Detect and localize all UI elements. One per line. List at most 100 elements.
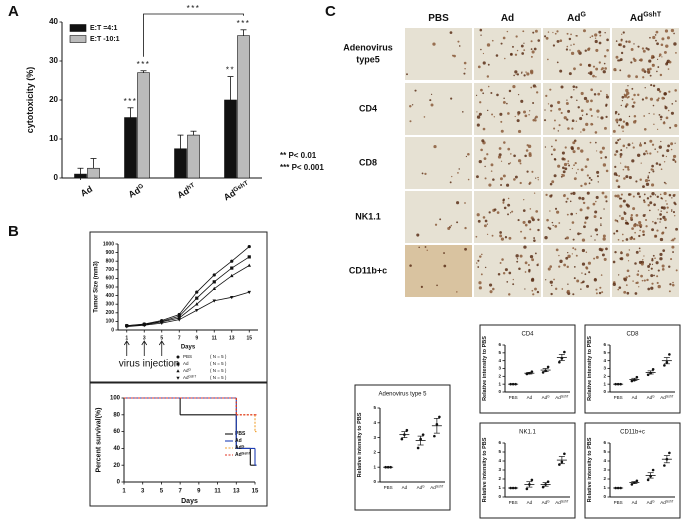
stained-cell (659, 115, 663, 119)
stained-cell (551, 221, 554, 224)
x-tick-label-base: PBS (614, 395, 623, 400)
stained-cell (655, 30, 659, 34)
x-tick-label: Ad (632, 395, 638, 400)
stained-cell (508, 271, 512, 275)
y-tick-label: 2 (373, 450, 376, 455)
stained-cell (482, 92, 485, 95)
stained-cell (432, 42, 436, 46)
stained-cell (529, 255, 534, 259)
stained-cell (489, 283, 493, 287)
data-point (230, 259, 234, 263)
stained-cell (643, 152, 646, 156)
stained-cell (666, 206, 669, 209)
data-point (177, 318, 182, 322)
stained-cell (577, 168, 579, 171)
stained-cell (477, 65, 481, 69)
stained-cell (567, 251, 569, 254)
stained-cell (464, 226, 467, 230)
legend-label-sup: G (189, 367, 192, 371)
stained-cell (670, 258, 673, 261)
stained-cell (567, 283, 569, 285)
stained-cell (671, 197, 673, 199)
stained-cell (580, 149, 584, 153)
stained-cell (480, 89, 482, 91)
stained-cell (566, 118, 569, 121)
stained-cell (625, 238, 629, 241)
stained-cell (617, 139, 620, 142)
stained-cell (579, 232, 582, 235)
y-tick-label: 2 (603, 476, 606, 481)
stained-cell (584, 273, 587, 276)
stained-cell (618, 286, 622, 289)
data-point (514, 382, 517, 386)
stained-cell (633, 101, 636, 104)
stained-cell (478, 112, 482, 116)
stained-cell (585, 266, 588, 269)
stained-cell (573, 277, 576, 280)
stained-cell (571, 221, 575, 224)
stained-cell (511, 210, 514, 213)
stained-cell (515, 254, 519, 258)
stained-cell (409, 105, 412, 108)
stained-cell (651, 143, 655, 146)
stained-cell (595, 48, 599, 52)
x-tick-label: 3 (141, 489, 145, 495)
stained-cell (656, 195, 659, 199)
stained-cell (634, 292, 638, 295)
column-header: PBS (428, 13, 449, 24)
stained-cell (675, 269, 678, 272)
stained-cell (622, 130, 624, 132)
stained-cell (638, 234, 641, 238)
stained-cell (548, 227, 552, 230)
stained-cell (624, 221, 629, 225)
stained-cell (499, 234, 503, 238)
data-point (386, 465, 390, 469)
data-point (530, 478, 534, 482)
stained-cell (612, 129, 616, 133)
stained-cell (625, 40, 628, 43)
stained-cell (633, 93, 636, 97)
stained-cell (529, 69, 534, 74)
stained-cell (639, 143, 643, 147)
x-tick-label: Ad (527, 500, 533, 505)
micrograph (405, 245, 472, 297)
x-tick-label: AdG (542, 499, 551, 505)
stained-cell (638, 221, 642, 225)
stained-cell (594, 37, 597, 39)
stained-cell (549, 265, 553, 268)
stained-cell (567, 254, 571, 259)
stained-cell (499, 261, 502, 264)
series-line (126, 265, 250, 327)
data-point (546, 365, 550, 369)
stained-cell (449, 31, 453, 34)
stained-cell (562, 170, 566, 174)
stained-cell (660, 140, 662, 143)
legend-label: E:T =4:1 (90, 25, 118, 32)
stained-cell (614, 165, 617, 168)
stained-cell (554, 139, 557, 142)
stained-cell (508, 293, 511, 296)
x-tick-label: PBS (509, 395, 518, 400)
stained-cell (663, 50, 667, 54)
x-tick-label: AdG (542, 394, 551, 400)
x-axis-label: Days (181, 345, 196, 351)
stained-cell (556, 30, 559, 33)
x-tick-label: 1 (125, 335, 128, 341)
stained-cell (547, 58, 549, 61)
stained-cell (631, 227, 634, 230)
stained-cell (561, 173, 564, 176)
stained-cell (604, 195, 608, 199)
row-label: type5 (356, 54, 380, 64)
stained-cell (652, 56, 655, 59)
stained-cell (675, 100, 677, 102)
stained-cell (550, 284, 553, 287)
stained-cell (490, 170, 493, 172)
stained-cell (594, 33, 598, 37)
y-tick-label: 800 (106, 259, 115, 265)
y-axis-label: Relative intensity to PBS (482, 336, 488, 401)
stained-cell (595, 200, 597, 203)
stained-cell (525, 71, 527, 73)
legend-label: AdG (235, 444, 245, 451)
stained-cell (512, 283, 515, 286)
stained-cell (620, 104, 622, 107)
